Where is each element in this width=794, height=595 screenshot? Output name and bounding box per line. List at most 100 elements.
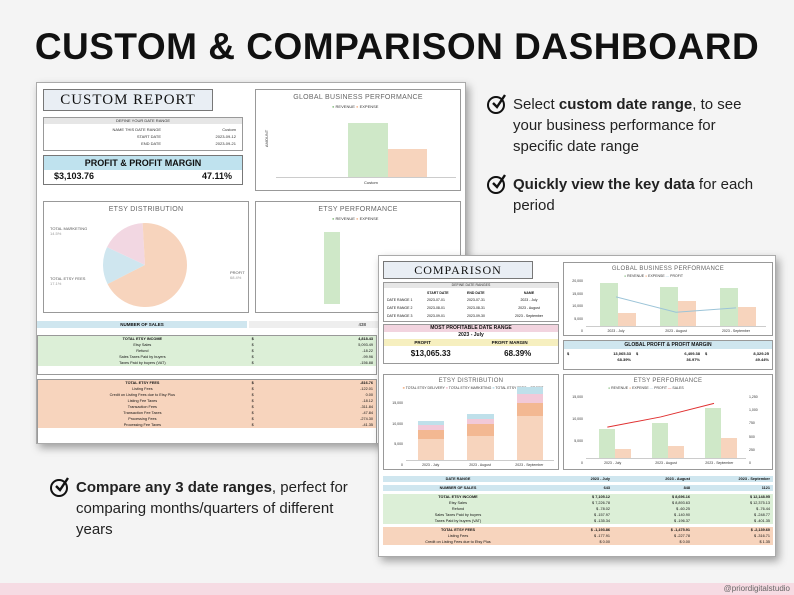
range-name[interactable]: 2023 - September: [514, 314, 544, 318]
cmp-gbp-panel: GLOBAL BUSINESS PERFORMANCE ● REVENUE ● …: [563, 262, 773, 336]
cmp-performance-panel: ETSY PERFORMANCE ● REVENUE ● EXPENSE — P…: [563, 374, 773, 470]
profit-line: [615, 296, 737, 313]
cell: -18.22: [362, 349, 373, 353]
page-title: CUSTOM & COMPARISON DASHBOARD: [34, 26, 760, 67]
cell: -18.12: [362, 399, 373, 403]
cell: Etsy Sales: [449, 501, 467, 505]
range-row: DATE RANGE 3 2023-09-01 2023-09-30 2023 - S…: [384, 313, 558, 319]
chart-bar: [618, 312, 637, 326]
start-date-value[interactable]: 2023-09-12: [215, 134, 236, 139]
cell: $ -196.37: [673, 519, 690, 523]
range-end[interactable]: 2023-07-31: [467, 298, 485, 302]
cell: -122.01: [360, 387, 373, 391]
cell: $ -227.78: [673, 534, 690, 538]
pie-slice: [107, 223, 187, 307]
chart-bar: [417, 438, 445, 460]
cell: $ -401.35: [753, 519, 770, 523]
cmp-performance-y-axis: 15,000 10,000 5,000 0: [566, 395, 584, 465]
comparison-header: COMPARISON: [383, 261, 533, 279]
range-end[interactable]: 2023-09-30: [467, 314, 485, 318]
cell: Processing Fees: [128, 417, 157, 421]
range-name[interactable]: 2023 - August: [518, 306, 540, 310]
cell: $ -140.90: [673, 513, 690, 517]
end-date-value[interactable]: 2023-09-21: [215, 141, 236, 146]
cell: Etsy Sales: [133, 343, 152, 347]
x-tick-label: 2023 - August: [469, 463, 491, 467]
cell: $ -1,193.86: [590, 528, 610, 532]
cmp-performance-legend: ● REVENUE ● EXPENSE — PROFIT — SALES: [608, 386, 684, 390]
check-icon: [50, 477, 69, 497]
cell: Credit on Listing Fees due to Etsy Plus: [109, 393, 176, 397]
comparison-table: DATE RANGE 2023 - July 2023 - August 2023 -…: [383, 476, 773, 556]
cmp-distribution-x-axis: 2023 - July 2023 - August 2023 - September: [406, 463, 554, 469]
cell: 643: [603, 486, 610, 490]
note-custom-range: Select custom date range, to see your bu…: [513, 96, 742, 155]
cell: $ -316.71: [753, 534, 770, 538]
range-start[interactable]: 2023-08-01: [427, 306, 445, 310]
right-tick-label: 0: [749, 461, 751, 465]
sales-label: NUMBER OF SALES: [120, 322, 164, 327]
income-row: TOTAL ETSY INCOME $4,818.43: [38, 336, 376, 342]
cell: $ 0.00: [599, 540, 610, 544]
cell: $: [251, 393, 254, 397]
y-tick-label: 15,000: [572, 291, 583, 296]
range-row: DATE RANGE 1 2023-07-01 2023-07-31 2023 - J…: [384, 297, 558, 303]
y-tick-label: 10,000: [572, 417, 583, 421]
cell: $: [251, 343, 254, 347]
chart-bar: [738, 306, 757, 326]
income-row: Refund $ -78.02 $ -60.25 $ -76.44: [383, 506, 773, 512]
income-row: Sales Taxes Paid by buyers $ -99.96: [38, 354, 376, 360]
mp-title: MOST PROFITABLE DATE RANGE: [384, 325, 558, 332]
range-label: DATE RANGE 2: [387, 306, 413, 310]
sales-value: 438: [358, 322, 366, 327]
cell: NUMBER OF SALES: [439, 486, 477, 490]
gbp-chart-title: GLOBAL BUSINESS PERFORMANCE: [293, 94, 423, 101]
cell: $: [251, 387, 254, 391]
cell: $: [251, 355, 254, 359]
etsy-perf-revenue-bar: [324, 232, 340, 304]
cell: $: [251, 361, 254, 365]
x-tick-label: 2023 - July: [607, 329, 625, 333]
cell: Listing Fees: [447, 534, 469, 538]
gbp-legend: ● REVENUE ● EXPENSE: [332, 104, 379, 109]
income-row: Etsy Sales $ 7,226.78 $ 8,893.63 $ 12,375.1…: [383, 500, 773, 506]
y-tick-label: 0: [581, 329, 583, 333]
range-name[interactable]: 2023 - July: [520, 298, 538, 302]
x-tick-label: 2023 - September: [705, 461, 734, 465]
y-tick-label: 5,000: [394, 442, 403, 447]
cell: -156.88: [360, 361, 373, 365]
fee-row: Processing Fees $ -274.30: [38, 416, 376, 422]
cell: Listing Fees: [132, 387, 153, 391]
gbp-y-axis-label: AMOUNT: [264, 129, 270, 148]
mp-profit: $13,065.33: [410, 349, 451, 358]
cell: 2023 - July: [590, 477, 610, 481]
cell: Sales Taxes Paid by buyers: [434, 513, 482, 517]
range-end[interactable]: 2023-08-31: [467, 306, 485, 310]
cell: $ 7,105.12: [592, 495, 610, 499]
cell: Taxes Paid by buyers (VAT): [119, 361, 166, 365]
start-date-label: START DATE: [136, 134, 161, 139]
sales-row: NUMBER OF SALES: [37, 321, 247, 328]
cell: -311.84: [360, 405, 373, 409]
chart-bar: [614, 448, 631, 458]
y-tick-label: 20,000: [572, 279, 583, 283]
cell: 5,093.49: [358, 343, 373, 347]
custom-report-header: CUSTOM REPORT: [43, 89, 213, 111]
cell: 848: [683, 486, 690, 490]
cell: -816.76: [360, 381, 373, 385]
gpm-cell: $6,409.38 36.97%: [636, 351, 700, 362]
define-ranges-label: DEFINE DATE RANGES: [384, 283, 558, 288]
cell: $ 12,148.95: [749, 495, 770, 499]
range-start[interactable]: 2023-09-01: [427, 314, 445, 318]
range-start[interactable]: 2023-07-01: [427, 298, 445, 302]
cell: $ 0.00: [679, 540, 690, 544]
name-value[interactable]: Custom: [222, 127, 236, 132]
sales-line: [607, 402, 715, 428]
chart-bar: [387, 148, 428, 177]
mp-margin: 68.39%: [504, 349, 532, 358]
chart-bar: [720, 288, 739, 326]
pie-slice: [103, 247, 145, 285]
name-label: NAME THIS DATE RANGE: [112, 127, 161, 132]
fees-table: TOTAL ETSY FEES $ -816.76 Listing Fees $ -122…: [37, 379, 377, 443]
y-tick-label: 15,000: [572, 395, 583, 399]
